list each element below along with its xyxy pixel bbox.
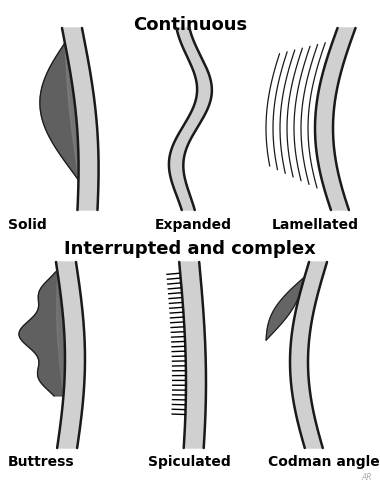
Text: AR: AR: [361, 473, 372, 482]
Polygon shape: [290, 262, 327, 448]
Polygon shape: [62, 28, 98, 210]
Polygon shape: [57, 272, 65, 396]
Text: Codman angle: Codman angle: [268, 455, 380, 469]
Polygon shape: [40, 43, 79, 180]
Polygon shape: [266, 277, 304, 340]
Polygon shape: [65, 43, 79, 180]
Text: Continuous: Continuous: [133, 16, 247, 34]
Polygon shape: [19, 272, 65, 396]
Text: Solid: Solid: [8, 218, 47, 232]
Text: Spiculated: Spiculated: [148, 455, 231, 469]
Text: Expanded: Expanded: [155, 218, 232, 232]
Text: Buttress: Buttress: [8, 455, 74, 469]
Polygon shape: [315, 28, 356, 210]
Polygon shape: [56, 262, 85, 448]
Polygon shape: [179, 262, 206, 448]
Text: Interrupted and complex: Interrupted and complex: [64, 240, 316, 258]
Text: Lamellated: Lamellated: [272, 218, 359, 232]
Polygon shape: [169, 28, 212, 210]
